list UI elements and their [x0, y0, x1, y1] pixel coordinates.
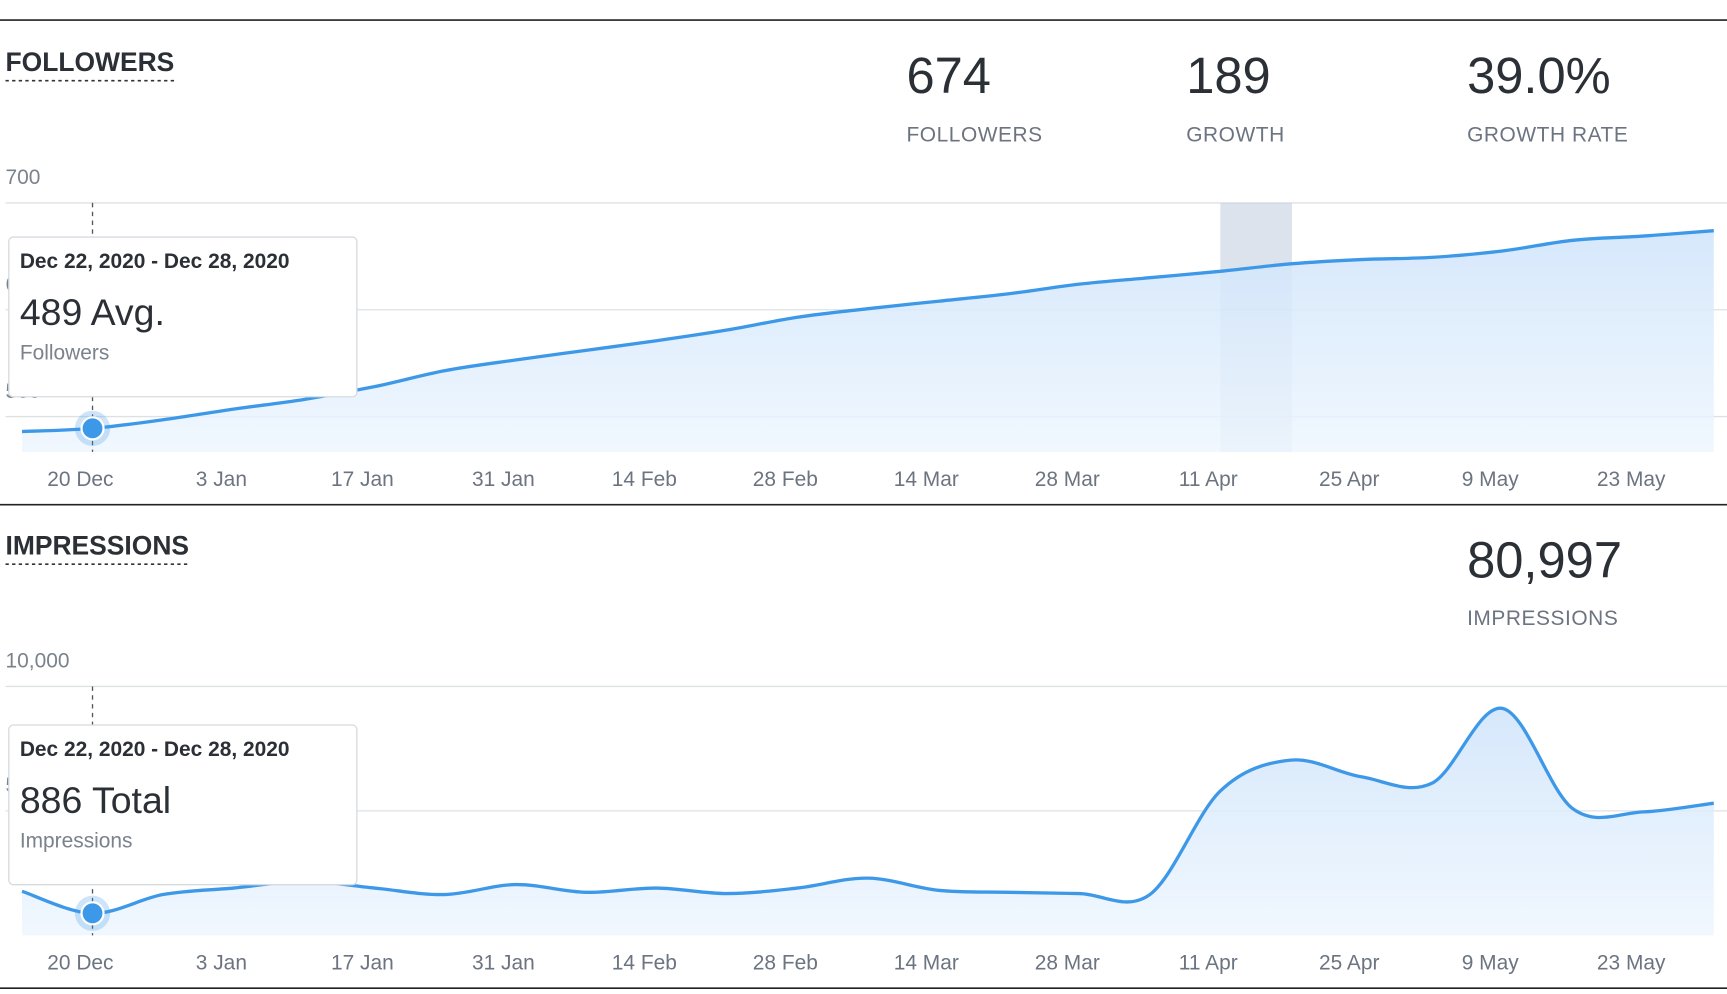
tooltip-value: 489 Avg.: [20, 291, 165, 333]
stat-label: GROWTH RATE: [1467, 123, 1628, 146]
x-tick-label: 11 Apr: [1179, 952, 1238, 975]
x-tick-label: 14 Feb: [612, 468, 677, 491]
stat-label: FOLLOWERS: [906, 123, 1042, 146]
x-tick-label: 11 Apr: [1179, 468, 1238, 491]
x-tick-label: 17 Jan: [331, 468, 394, 491]
tooltip-label: Impressions: [20, 829, 133, 852]
y-tick-label: 10,000: [6, 650, 70, 673]
stat-label: GROWTH: [1186, 123, 1285, 146]
x-tick-label: 23 May: [1597, 952, 1666, 975]
x-tick-label: 14 Mar: [894, 468, 959, 491]
x-tick-label: 28 Mar: [1035, 468, 1100, 491]
stat-value: 674: [906, 47, 991, 104]
x-tick-label: 25 Apr: [1319, 952, 1379, 975]
x-tick-label: 14 Mar: [894, 952, 959, 975]
x-tick-label: 14 Feb: [612, 952, 677, 975]
stat-label: IMPRESSIONS: [1467, 607, 1618, 630]
x-tick-label: 28 Feb: [753, 952, 818, 975]
tooltip: [8, 724, 358, 886]
tooltip-range: Dec 22, 2020 - Dec 28, 2020: [20, 250, 290, 273]
hover-dot: [80, 901, 105, 926]
x-tick-label: 28 Feb: [753, 468, 818, 491]
x-tick-label: 3 Jan: [196, 468, 247, 491]
tooltip-range: Dec 22, 2020 - Dec 28, 2020: [20, 738, 290, 761]
stat-value: 39.0%: [1467, 47, 1611, 104]
section-title: FOLLOWERS: [6, 47, 175, 77]
area-fill: [22, 230, 1714, 452]
x-tick-label: 9 May: [1462, 468, 1519, 491]
x-tick-label: 31 Jan: [472, 468, 535, 491]
series-line: [21, 229, 1714, 434]
x-tick-label: 17 Jan: [331, 952, 394, 975]
stat-value: 189: [1186, 47, 1271, 104]
stat-value: 80,997: [1467, 532, 1622, 589]
x-tick-label: 9 May: [1462, 952, 1519, 975]
tooltip: [8, 236, 358, 398]
x-tick-label: 25 Apr: [1319, 468, 1379, 491]
x-tick-label: 3 Jan: [196, 952, 247, 975]
x-tick-label: 20 Dec: [47, 468, 113, 491]
x-tick-label: 20 Dec: [47, 952, 113, 975]
y-tick-label: 700: [6, 166, 41, 189]
x-tick-label: 31 Jan: [472, 952, 535, 975]
hover-dot: [80, 416, 105, 441]
x-tick-label: 23 May: [1597, 468, 1666, 491]
section-title: IMPRESSIONS: [6, 531, 190, 561]
x-tick-label: 28 Mar: [1035, 952, 1100, 975]
tooltip-value: 886 Total: [20, 779, 171, 821]
tooltip-label: Followers: [20, 341, 109, 364]
area-fill: [22, 708, 1714, 936]
